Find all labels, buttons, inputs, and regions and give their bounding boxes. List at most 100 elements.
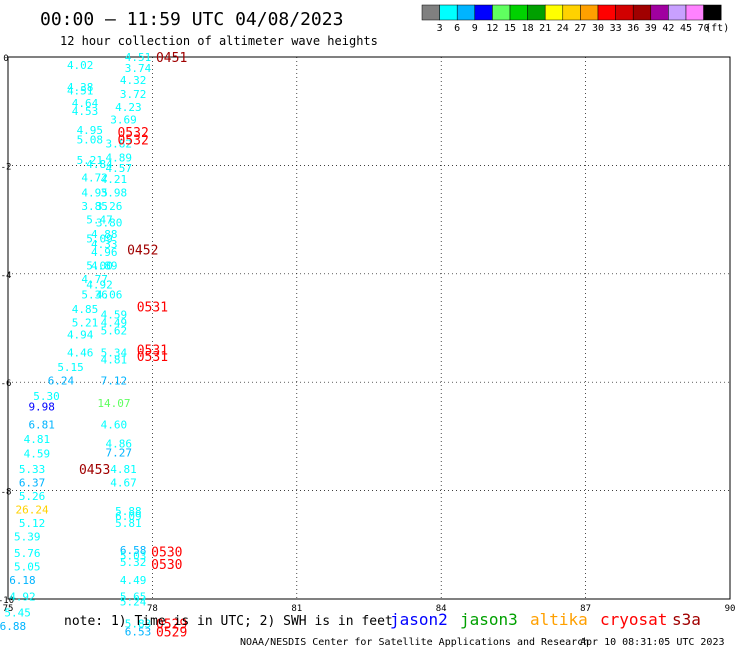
y-tick-label: -6 [1,379,12,389]
wave-height-label: 4.57 [105,162,132,175]
wave-height-label: 6.24 [48,375,75,388]
satellite-legend: jason2 jason3 altika cryosat s3a [390,610,701,629]
wave-height-label: 4.32 [120,74,147,87]
x-tick-label: 90 [725,604,736,614]
colorbar-label: 36 [627,23,639,34]
colorbar-label: 21 [539,23,551,34]
wave-height-label: 4.95 [81,187,108,200]
x-tick-label: 81 [291,604,302,614]
wave-height-label: 4.53 [72,105,99,118]
wave-height-label: 6.81 [28,418,55,431]
wave-height-label: 5.81 [115,517,142,530]
colorbar-swatch [650,4,669,21]
colorbar-swatch [632,4,652,21]
wave-height-label: 6.58 [120,544,147,557]
wave-height-label: 4.60 [101,418,128,431]
wave-height-label: 4.95 [77,124,104,137]
colorbar-swatch [615,4,634,21]
wave-height-label: 4.81 [101,353,128,366]
pass-time-label: 0452 [127,243,158,258]
wave-height-label: 4.46 [67,346,94,359]
wave-height-label: 4.94 [67,329,94,342]
x-tick-label: 78 [147,604,158,614]
colorbar-label: 39 [645,23,657,34]
wave-height-label: 6.18 [9,574,36,587]
pass-time-label: 0531 [137,350,168,365]
y-tick-label: -2 [1,162,12,172]
colorbar-unit: (ft) [705,23,729,34]
wave-height-label: 26.24 [16,504,49,517]
pass-time-label: 0532 [117,126,148,141]
x-tick-label: 87 [580,604,591,614]
colorbar-label: 12 [486,23,498,34]
wave-height-label: 3.80 [96,216,123,229]
colorbar-swatch [527,4,546,21]
wave-height-label: 5.24 [120,596,147,609]
colorbar-swatch [562,4,581,21]
plot-frame [7,56,731,600]
wave-height-label: 5.76 [14,547,41,560]
wave-height-label: 5.39 [14,531,41,544]
pass-time-label: 0530 [151,558,182,573]
x-tick-label: 84 [436,604,447,614]
y-tick-label: 0 [3,54,8,64]
colorbar-swatch [456,4,476,21]
wave-height-label: 5.21 [77,154,104,167]
colorbar-label: 6 [454,23,460,34]
wave-height-label: 5.08 [77,133,104,146]
colorbar-label: 33 [610,23,622,34]
wave-height-label: 7.27 [105,447,132,460]
wave-height-label: 5.30 [33,390,60,403]
wave-height-points: 4.513.744.024.324.384.51 3.724.64 4.234.53… [0,51,152,639]
pass-time-label: 0531 [137,300,168,315]
wave-height-label: 4.23 [115,101,142,114]
wave-height-label: 14.07 [97,397,130,410]
chart-grid [8,57,730,599]
colorbar-label: 15 [504,23,516,34]
wave-height-label: 4.64 [72,97,99,110]
colorbar-label: 3 [437,23,443,34]
wave-height-label: 3.72 [120,88,147,101]
wave-height-label: 5.09 [86,233,113,246]
wave-height-label: 5.00 [86,260,113,273]
pass-time-label: 0451 [156,51,187,66]
colorbar-label: 45 [680,23,692,34]
y-tick-label: -4 [1,271,12,281]
wave-height-label: 4.59 [101,308,128,321]
wave-height-label: 7.12 [101,375,128,388]
wave-height-label: 5.03 [120,550,147,563]
wave-height-label: 4.92 [86,279,113,292]
wave-height-label: 4.59 [24,448,51,461]
pass-time-labels: 0451053205320452053105310531045305300530… [79,51,187,641]
wave-height-label: 4.89 [91,260,118,273]
colorbar-label: 42 [662,23,674,34]
satellite-legend-s3a: s3a [672,610,701,629]
wave-height-label: 4.81 [110,463,137,476]
wave-height-label: 3.98 [101,187,128,200]
wave-height-label: 5.33 [19,463,46,476]
colorbar-swatch [597,4,616,21]
y-axis-ticks: 0 -2 -4 -6 -8 -10 [0,54,14,606]
wave-height-label: 4.06 [96,288,123,301]
wave-height-label: 4.77 [81,273,108,286]
wave-height-label: 5.05 [14,560,41,573]
wave-height-label: 4.33 [91,238,118,251]
wave-height-label: 5.62 [101,325,128,338]
wave-height-label: 4.85 [72,303,99,316]
pass-time-label: 0529 [156,626,187,641]
colorbar-label: 70 [698,23,710,34]
colorbar-swatch [703,4,722,21]
wave-height-label: 5.88 [115,505,142,518]
pass-time-label: 0529 [156,617,187,632]
wave-height-label: 6.37 [19,476,46,489]
colorbar-swatch [580,4,599,21]
footer-credit: NOAA/NESDIS Center for Satellite Applica… [240,637,589,648]
wave-height-label: 4.84 [86,158,113,171]
wave-height-label: 5.34 [101,346,128,359]
pass-time-label: 0453 [79,463,110,478]
wave-height-label: 4.21 [101,173,128,186]
wave-height-label: 4.51 [67,85,94,98]
wave-height-label: 5.45 [4,607,31,620]
wave-height-label: 3.85 [81,200,108,213]
